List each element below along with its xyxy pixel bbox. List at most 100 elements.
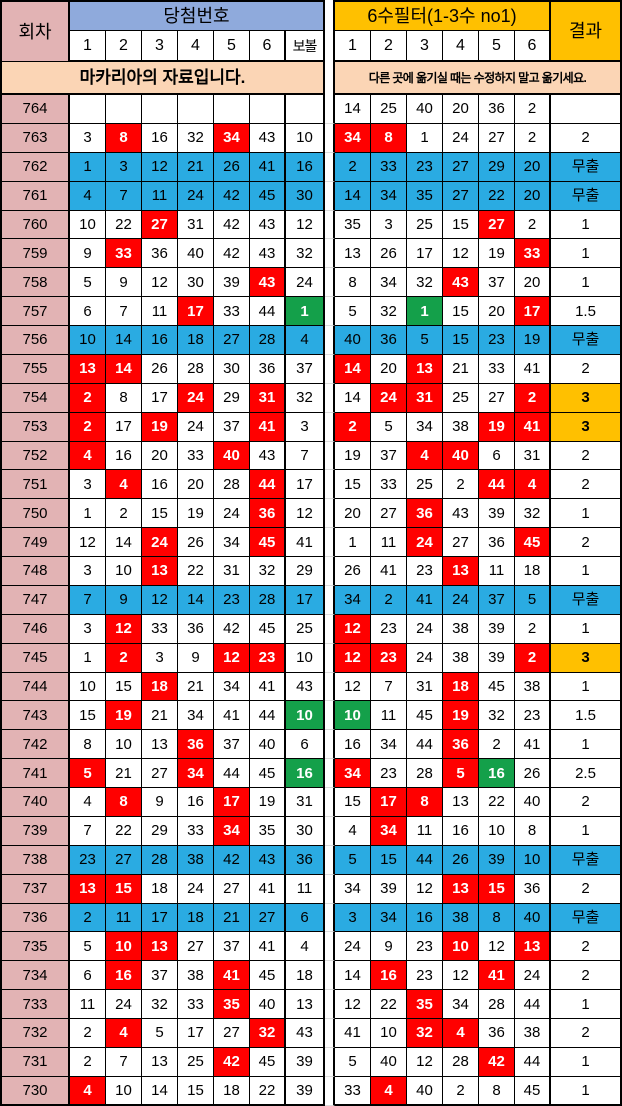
winning-number-cell[interactable]: 11 — [142, 297, 178, 326]
result-cell[interactable]: 2 — [551, 932, 622, 962]
filter-number-cell[interactable]: 33 — [515, 239, 551, 269]
result-cell[interactable]: 1 — [551, 210, 622, 240]
filter-number-cell[interactable]: 2 — [515, 383, 551, 413]
winning-number-cell[interactable] — [142, 95, 178, 124]
round-cell[interactable]: 758 — [0, 268, 70, 298]
right-col-header-1[interactable]: 1 — [335, 31, 371, 62]
winning-number-cell[interactable]: 27 — [178, 932, 214, 962]
winning-number-cell[interactable]: 36 — [142, 239, 178, 269]
filter-number-cell[interactable]: 18 — [515, 557, 551, 586]
winning-number-cell[interactable]: 28 — [214, 470, 250, 500]
result-cell[interactable]: 2 — [551, 874, 622, 904]
filter-number-cell[interactable]: 5 — [515, 585, 551, 615]
winning-number-cell[interactable]: 34 — [214, 816, 250, 846]
filter-number-cell[interactable]: 34 — [371, 181, 407, 211]
filter-number-cell[interactable]: 35 — [407, 990, 443, 1019]
filter-number-cell[interactable]: 10 — [479, 816, 515, 846]
winning-number-cell[interactable]: 14 — [106, 354, 142, 384]
winning-number-cell[interactable] — [70, 95, 106, 124]
right-col-header-2[interactable]: 2 — [371, 31, 407, 62]
filter-number-cell[interactable]: 17 — [407, 239, 443, 269]
filter-number-cell[interactable]: 20 — [443, 95, 479, 124]
filter-number-cell[interactable]: 34 — [371, 268, 407, 298]
filter-number-cell[interactable]: 12 — [335, 614, 371, 644]
result-cell[interactable]: 2 — [551, 788, 622, 817]
winning-number-cell[interactable]: 4 — [70, 181, 106, 211]
filter-number-cell[interactable]: 40 — [407, 95, 443, 124]
winning-number-cell[interactable]: 14 — [178, 585, 214, 615]
filter-number-cell[interactable]: 41 — [371, 557, 407, 586]
round-cell[interactable]: 739 — [0, 816, 70, 846]
filter-number-cell[interactable]: 34 — [371, 903, 407, 933]
filter-number-cell[interactable]: 2 — [515, 123, 551, 153]
winning-number-cell[interactable]: 39 — [214, 268, 250, 298]
winning-number-cell[interactable]: 28 — [250, 585, 286, 615]
round-cell[interactable]: 760 — [0, 210, 70, 240]
filter-number-cell[interactable]: 35 — [335, 210, 371, 240]
winning-number-cell[interactable]: 8 — [106, 383, 142, 413]
filter-number-cell[interactable]: 24 — [443, 123, 479, 153]
filter-number-cell[interactable]: 45 — [515, 1076, 551, 1106]
winning-number-cell[interactable]: 25 — [178, 1047, 214, 1077]
winning-number-cell[interactable]: 38 — [178, 961, 214, 991]
filter-number-cell[interactable]: 10 — [335, 701, 371, 731]
winning-number-cell[interactable]: 41 — [214, 701, 250, 731]
filter-number-cell[interactable]: 38 — [443, 412, 479, 442]
round-cell[interactable]: 736 — [0, 903, 70, 933]
filter-number-cell[interactable]: 38 — [515, 1019, 551, 1048]
winning-number-cell[interactable]: 28 — [142, 845, 178, 875]
filter-number-cell[interactable]: 23 — [407, 961, 443, 991]
filter-number-cell[interactable]: 34 — [371, 816, 407, 846]
winning-number-cell[interactable]: 7 — [106, 1047, 142, 1077]
filter-number-cell[interactable]: 2 — [515, 614, 551, 644]
filter-number-cell[interactable]: 27 — [479, 210, 515, 240]
bonus-cell[interactable]: 43 — [286, 672, 325, 702]
bonus-cell[interactable]: 18 — [286, 961, 325, 991]
winning-number-cell[interactable]: 11 — [142, 181, 178, 211]
result-cell[interactable]: 1 — [551, 614, 622, 644]
winning-number-cell[interactable]: 19 — [106, 701, 142, 731]
bonus-cell[interactable]: 29 — [286, 557, 325, 586]
bonus-cell[interactable]: 25 — [286, 614, 325, 644]
winning-number-cell[interactable]: 9 — [70, 239, 106, 269]
right-col-header-6[interactable]: 6 — [515, 31, 551, 62]
round-cell[interactable]: 748 — [0, 557, 70, 586]
result-cell[interactable]: 1 — [551, 1076, 622, 1106]
filter-number-cell[interactable]: 8 — [479, 903, 515, 933]
filter-number-cell[interactable]: 36 — [407, 499, 443, 529]
bonus-cell[interactable]: 4 — [286, 932, 325, 962]
result-cell[interactable]: 2 — [551, 528, 622, 557]
winning-number-cell[interactable]: 24 — [142, 528, 178, 557]
round-cell[interactable]: 754 — [0, 383, 70, 413]
filter-number-cell[interactable]: 32 — [515, 499, 551, 529]
winning-number-cell[interactable]: 41 — [250, 412, 286, 442]
round-cell[interactable]: 741 — [0, 759, 70, 788]
winning-number-cell[interactable]: 10 — [106, 1076, 142, 1106]
winning-number-cell[interactable]: 44 — [250, 297, 286, 326]
filter-number-cell[interactable]: 1 — [335, 528, 371, 557]
filter-number-cell[interactable]: 41 — [407, 585, 443, 615]
filter-number-cell[interactable]: 32 — [407, 268, 443, 298]
filter-number-cell[interactable]: 36 — [479, 528, 515, 557]
filter-number-cell[interactable]: 5 — [335, 297, 371, 326]
bonus-cell[interactable]: 6 — [286, 730, 325, 760]
result-cell[interactable]: 1 — [551, 557, 622, 586]
round-cell[interactable]: 764 — [0, 95, 70, 124]
result-cell[interactable]: 1.5 — [551, 297, 622, 326]
winning-number-cell[interactable]: 12 — [214, 643, 250, 673]
filter-number-cell[interactable]: 13 — [407, 354, 443, 384]
filter-number-cell[interactable]: 41 — [515, 354, 551, 384]
winning-number-cell[interactable]: 13 — [142, 730, 178, 760]
filter-number-cell[interactable]: 37 — [479, 585, 515, 615]
winning-number-cell[interactable] — [106, 95, 142, 124]
round-cell[interactable]: 733 — [0, 990, 70, 1019]
winning-number-cell[interactable]: 12 — [142, 585, 178, 615]
filter-number-cell[interactable]: 39 — [371, 874, 407, 904]
filter-number-cell[interactable]: 10 — [515, 845, 551, 875]
filter-number-cell[interactable]: 12 — [407, 1047, 443, 1077]
winning-number-cell[interactable]: 29 — [214, 383, 250, 413]
filter-number-cell[interactable]: 14 — [335, 181, 371, 211]
filter-number-cell[interactable]: 13 — [443, 788, 479, 817]
filter-number-cell[interactable]: 4 — [335, 816, 371, 846]
winning-number-cell[interactable]: 7 — [70, 816, 106, 846]
